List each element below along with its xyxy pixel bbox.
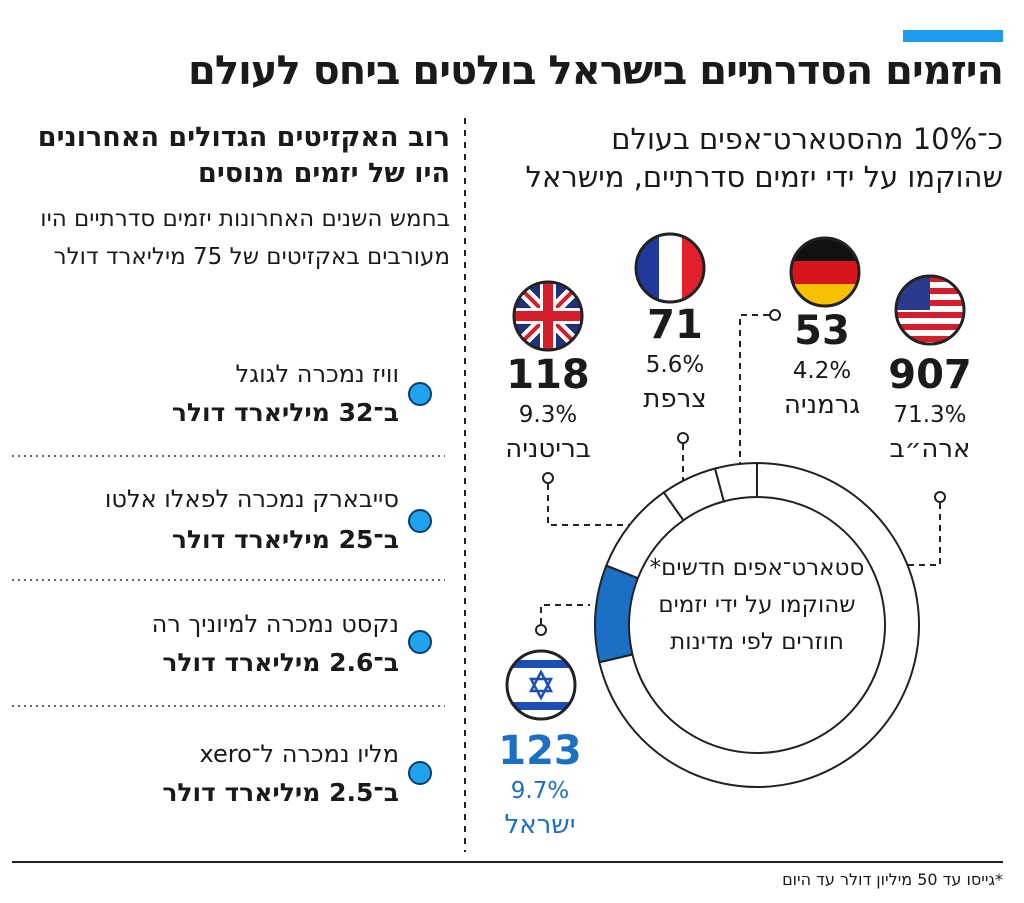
item-company: סייבארק נמכרה לפאלו אלטו (104, 485, 399, 513)
value-label: 907 (888, 352, 972, 398)
title: היזמים הסדרתיים בישראל בולטים ביחס לעולם (188, 48, 1004, 94)
value-label: 71 (647, 302, 703, 348)
flag-ring (789, 236, 861, 308)
item-amount: ב־2.5 מיליארד דולר (162, 778, 399, 807)
accent-bar (903, 30, 1003, 42)
percent-label: 4.2% (792, 358, 852, 384)
item-company: וויז נמכרה לגוגל (235, 360, 399, 388)
donut (594, 461, 920, 788)
percent-label: 5.6% (645, 352, 705, 378)
flag-israel (507, 651, 575, 719)
flag-usa (896, 276, 964, 344)
bullets (408, 382, 432, 785)
item-amount: ב־25 מיליארד דולר (171, 525, 399, 554)
percent-label: 9.7% (510, 778, 570, 804)
donut-center-label: סטארט־אפים חדשים* שהוקמו על ידי יזמים חו… (649, 555, 865, 655)
flag-ring (505, 649, 577, 721)
value-label: 53 (794, 308, 850, 354)
donut-segment (713, 461, 758, 503)
item-amount: ב־2.6 מיליארד דולר (162, 648, 399, 677)
category-label: בריטניה (505, 434, 591, 464)
flag-uk (514, 282, 582, 350)
item-company: נקסט נמכרה למיוניך רה (151, 610, 399, 638)
flag-ring (634, 232, 706, 304)
percent-label: 71.3% (893, 402, 967, 428)
value-label: 123 (498, 728, 582, 774)
footnote: *גייסו עד 50 מיליון דולר עד היום (782, 870, 1003, 889)
separators (12, 455, 445, 707)
item-company: מליו נמכרה ל־xero (199, 740, 400, 768)
donut-segment (594, 564, 640, 664)
donut-segment (598, 461, 920, 788)
flag-ring (512, 280, 584, 352)
subtitle: כ־10% מהסטארט־אפים בעולם שהוקמו על ידי י… (525, 122, 1003, 194)
flag-ring (894, 274, 966, 346)
category-label: ארה״ב (889, 434, 971, 464)
value-label: 118 (506, 352, 590, 398)
category-label: צרפת (643, 384, 707, 414)
item-amount: ב־32 מיליארד דולר (171, 398, 399, 427)
left-heading: רוב האקזיטים הגדולים האחרונים היו של יזמ… (37, 122, 450, 189)
left-body: בחמש השנים האחרונות יזמים סדרתיים היו מע… (40, 206, 450, 270)
leader-dots (535, 309, 946, 636)
category-label: גרמניה (783, 390, 861, 420)
category-label: ישראל (504, 810, 576, 840)
percent-label: 9.3% (518, 402, 578, 428)
